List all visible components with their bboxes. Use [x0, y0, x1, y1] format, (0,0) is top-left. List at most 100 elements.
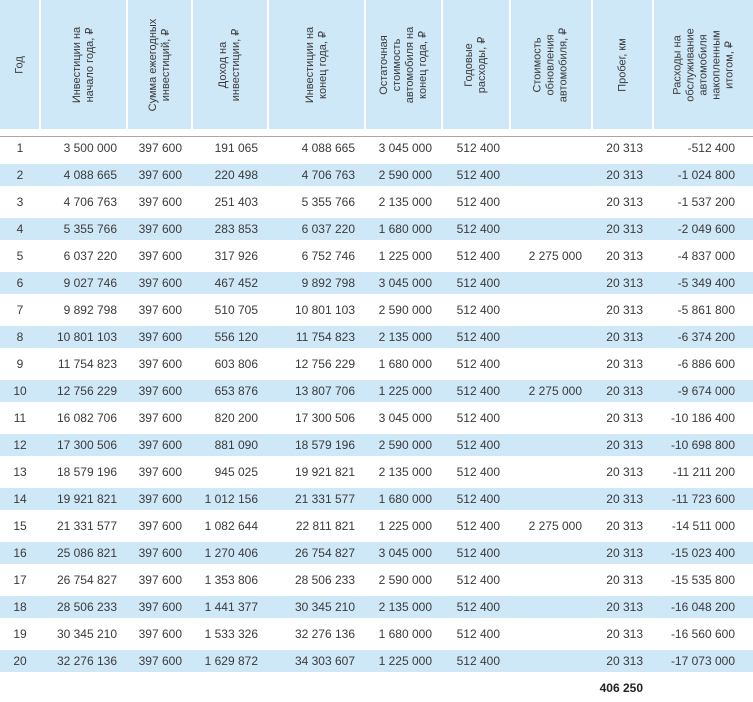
table-row: 13 18 579 196 397 600 945 025 19 921 821 2 13…: [0, 458, 753, 488]
year-cell: 2: [0, 161, 40, 191]
value-cell: 4 088 665: [268, 137, 365, 164]
value-cell: 21 331 577: [40, 512, 127, 542]
value-cell: 3 045 000: [365, 137, 442, 164]
column-header-label: Доход на инвестиции, ₽: [217, 28, 242, 101]
value-cell: 20 313: [592, 215, 653, 245]
value-cell: 397 600: [127, 269, 192, 299]
value-cell: 397 600: [127, 188, 192, 218]
value-cell: -6 886 600: [653, 350, 753, 380]
value-cell: 512 400: [442, 647, 510, 677]
year-cell: 15: [0, 512, 40, 542]
value-cell: 512 400: [442, 458, 510, 488]
totals-row: 406 250: [0, 675, 753, 700]
value-cell: 20 313: [592, 431, 653, 461]
value-cell: 397 600: [127, 539, 192, 569]
value-cell: 9 892 798: [268, 269, 365, 299]
value-cell: 512 400: [442, 377, 510, 407]
value-cell: [510, 161, 592, 191]
value-cell: 20 313: [592, 539, 653, 569]
year-cell: 10: [0, 377, 40, 407]
value-cell: 26 754 827: [40, 566, 127, 596]
value-cell: 397 600: [127, 242, 192, 272]
value-cell: [510, 137, 592, 164]
value-cell: 3 045 000: [365, 269, 442, 299]
value-cell: 20 313: [592, 512, 653, 542]
value-cell: 19 921 821: [40, 485, 127, 515]
value-cell: 397 600: [127, 431, 192, 461]
value-cell: 3 045 000: [365, 404, 442, 434]
value-cell: 397 600: [127, 620, 192, 650]
value-cell: 28 506 233: [268, 566, 365, 596]
year-cell: 17: [0, 566, 40, 596]
value-cell: 30 345 210: [40, 620, 127, 650]
year-cell: 19: [0, 620, 40, 650]
value-cell: 2 590 000: [365, 161, 442, 191]
value-cell: -9 674 000: [653, 377, 753, 407]
value-cell: [510, 593, 592, 623]
table-row: 12 17 300 506 397 600 881 090 18 579 196 2 59…: [0, 431, 753, 461]
value-cell: -512 400: [653, 137, 753, 164]
year-cell: 4: [0, 215, 40, 245]
table-row: 18 28 506 233 397 600 1 441 377 30 345 210 2 …: [0, 593, 753, 623]
value-cell: 21 331 577: [268, 485, 365, 515]
header-divider: [0, 132, 753, 137]
value-cell: 283 853: [192, 215, 268, 245]
value-cell: 13 807 706: [268, 377, 365, 407]
value-cell: 397 600: [127, 647, 192, 677]
value-cell: 20 313: [592, 242, 653, 272]
value-cell: 397 600: [127, 296, 192, 326]
value-cell: 397 600: [127, 485, 192, 515]
value-cell: -15 535 800: [653, 566, 753, 596]
year-cell: 11: [0, 404, 40, 434]
value-cell: 467 452: [192, 269, 268, 299]
value-cell: 20 313: [592, 323, 653, 353]
column-header-annual-invest: Сумма ежегодных инвестиций, ₽: [126, 0, 192, 136]
value-cell: 32 276 136: [40, 647, 127, 677]
value-cell: 1 225 000: [365, 512, 442, 542]
value-cell: -10 698 800: [653, 431, 753, 461]
column-header-residual-value: Остаточная стоимость автомобиля на конец…: [364, 0, 442, 136]
year-cell: 1: [0, 137, 40, 164]
column-header-label: Годовые расходы, ₽: [463, 36, 488, 93]
value-cell: 512 400: [442, 161, 510, 191]
column-header-invest-start: Инвестиции на начало года, ₽: [39, 0, 127, 136]
value-cell: [510, 566, 592, 596]
column-header-label: Расходы на обслуживание автомобиля накоп…: [671, 27, 735, 102]
value-cell: 20 313: [592, 620, 653, 650]
value-cell: [510, 323, 592, 353]
value-cell: -4 837 000: [653, 242, 753, 272]
value-cell: 512 400: [442, 137, 510, 164]
value-cell: 20 313: [592, 485, 653, 515]
value-cell: 317 926: [192, 242, 268, 272]
value-cell: 25 086 821: [40, 539, 127, 569]
value-cell: 512 400: [442, 215, 510, 245]
value-cell: 397 600: [127, 593, 192, 623]
column-header-year: Год: [0, 0, 40, 136]
value-cell: [510, 350, 592, 380]
value-cell: 512 400: [442, 296, 510, 326]
value-cell: 18 579 196: [40, 458, 127, 488]
value-cell: 20 313: [592, 377, 653, 407]
value-cell: 512 400: [442, 620, 510, 650]
value-cell: [510, 404, 592, 434]
value-cell: 512 400: [442, 512, 510, 542]
table-row: 20 32 276 136 397 600 1 629 872 34 303 607 1 …: [0, 647, 753, 677]
value-cell: 20 313: [592, 269, 653, 299]
value-cell: 820 200: [192, 404, 268, 434]
column-header-renewal-cost: Стоимость обновления автомобиля, ₽: [509, 0, 592, 136]
value-cell: 4 706 763: [268, 161, 365, 191]
value-cell: 397 600: [127, 137, 192, 164]
value-cell: 556 120: [192, 323, 268, 353]
value-cell: 17 300 506: [40, 431, 127, 461]
value-cell: [510, 539, 592, 569]
value-cell: 20 313: [592, 188, 653, 218]
value-cell: 20 313: [592, 296, 653, 326]
value-cell: -14 511 000: [653, 512, 753, 542]
value-cell: 1 533 326: [192, 620, 268, 650]
value-cell: 1 225 000: [365, 377, 442, 407]
value-cell: 34 303 607: [268, 647, 365, 677]
value-cell: 1 225 000: [365, 647, 442, 677]
